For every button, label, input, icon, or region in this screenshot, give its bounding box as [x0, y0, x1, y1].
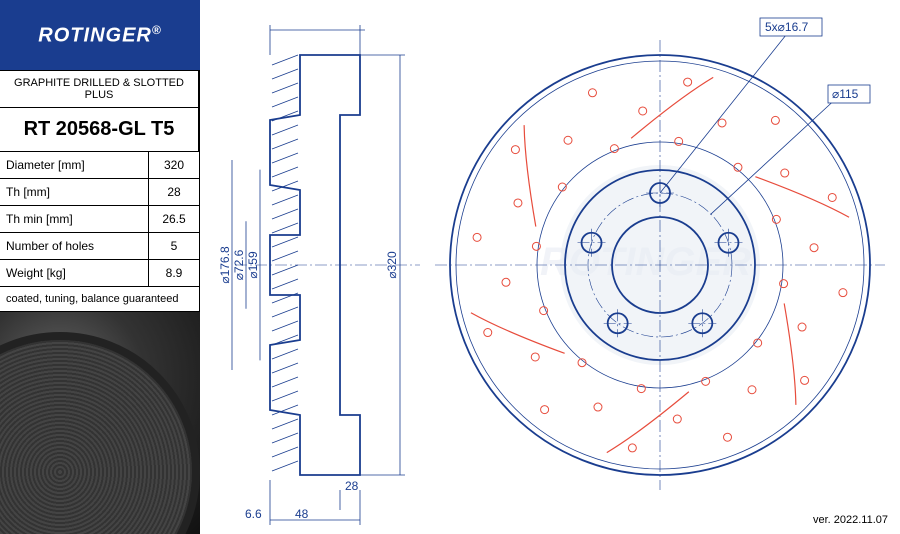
technical-drawing: ROTINGER5x⌀16.7⌀115⌀320⌀176.8⌀72.6⌀15928…	[200, 0, 900, 534]
spec-title: GRAPHITE DRILLED & SLOTTED PLUS	[0, 70, 199, 108]
spec-row: Th min [mm]26.5	[0, 206, 199, 233]
version-label: ver. 2022.11.07	[813, 514, 888, 526]
spec-value: 5	[149, 233, 199, 259]
spec-panel: GRAPHITE DRILLED & SLOTTED PLUS RT 20568…	[0, 70, 200, 312]
svg-text:⌀72.6: ⌀72.6	[232, 249, 246, 280]
spec-row: Number of holes5	[0, 233, 199, 260]
svg-text:⌀176.8: ⌀176.8	[218, 246, 232, 284]
spec-value: 320	[149, 152, 199, 178]
product-photo	[0, 312, 200, 534]
spec-label: Number of holes	[0, 233, 149, 259]
spec-label: Weight [kg]	[0, 260, 149, 286]
spec-value: 26.5	[149, 206, 199, 232]
brand-logo: ROTINGER®	[0, 0, 200, 70]
svg-text:⌀115: ⌀115	[832, 87, 859, 101]
svg-text:⌀320: ⌀320	[385, 251, 399, 279]
svg-text:⌀159: ⌀159	[246, 251, 260, 279]
svg-text:5x⌀16.7: 5x⌀16.7	[765, 20, 809, 34]
logo-brand: ROTINGER	[38, 24, 152, 46]
svg-text:6.6: 6.6	[245, 507, 262, 521]
spec-row: Weight [kg]8.9	[0, 260, 199, 287]
logo-reg: ®	[152, 23, 162, 37]
spec-label: Th min [mm]	[0, 206, 149, 232]
spec-value: 8.9	[149, 260, 199, 286]
spec-note: coated, tuning, balance guaranteed	[0, 287, 199, 312]
spec-label: Diameter [mm]	[0, 152, 149, 178]
spec-row: Diameter [mm]320	[0, 152, 199, 179]
spec-value: 28	[149, 179, 199, 205]
spec-label: Th [mm]	[0, 179, 149, 205]
logo-text: ROTINGER®	[38, 23, 161, 48]
part-number: RT 20568-GL T5	[0, 108, 199, 152]
svg-text:48: 48	[295, 507, 309, 521]
spec-row: Th [mm]28	[0, 179, 199, 206]
svg-text:28: 28	[345, 479, 359, 493]
